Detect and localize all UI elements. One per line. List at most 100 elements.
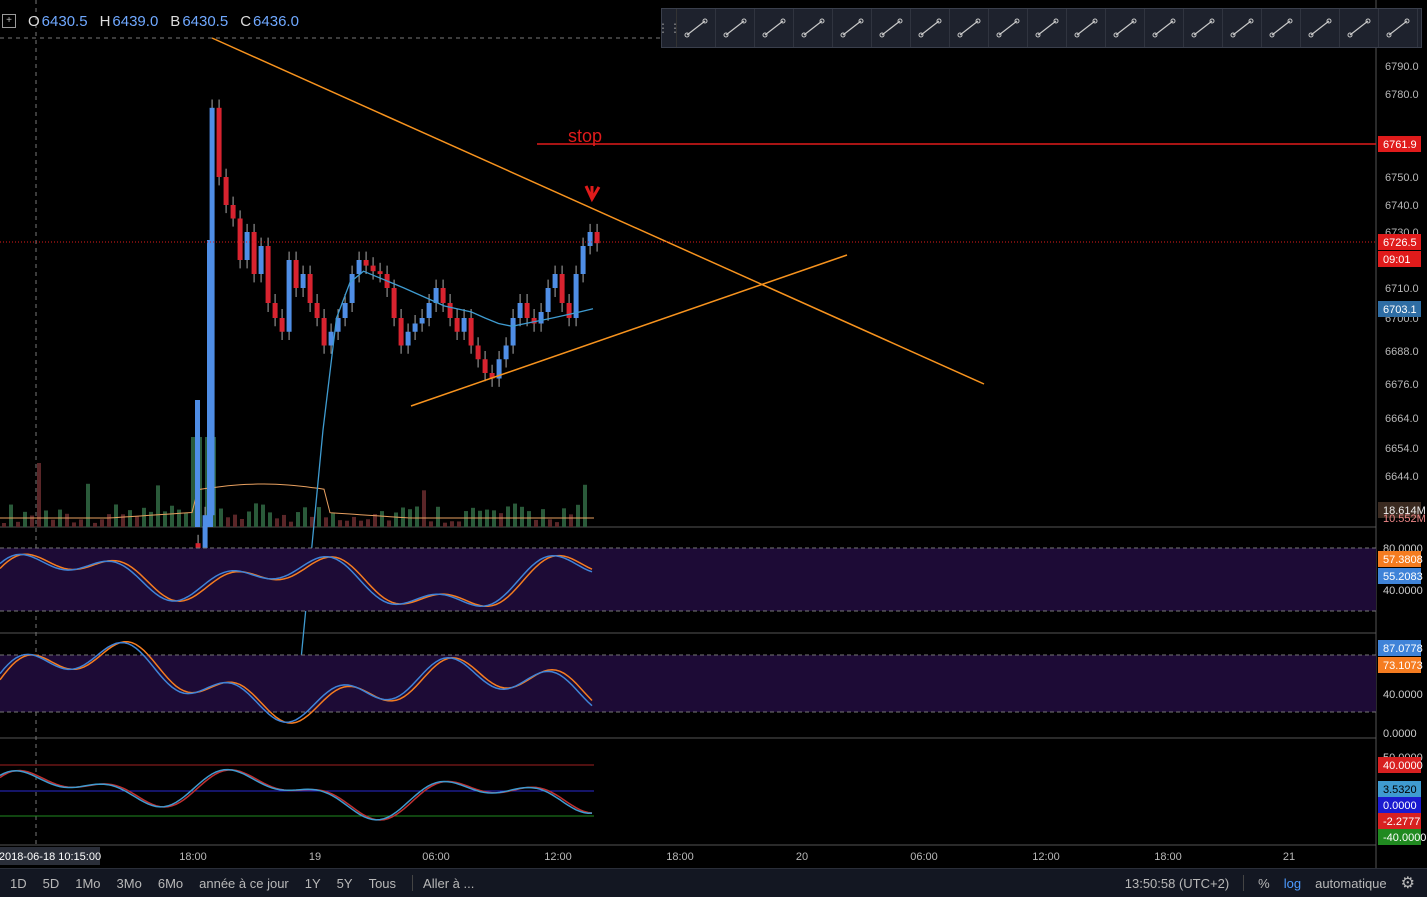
volume-bar xyxy=(373,514,377,527)
time-tick-label: 12:00 xyxy=(1032,851,1060,863)
volume-bar xyxy=(121,514,125,527)
log-toggle[interactable]: log xyxy=(1283,875,1302,891)
stop-price-tag-bg xyxy=(1378,136,1421,152)
volume-bar xyxy=(506,506,510,527)
volume-bar xyxy=(233,514,237,527)
candle-body xyxy=(517,303,523,318)
volume-bar xyxy=(338,520,342,527)
volume-bar xyxy=(247,511,251,527)
volume-bar xyxy=(352,516,356,527)
range-button-7[interactable]: 5Y xyxy=(336,875,353,891)
osc3-zero-tag-bg xyxy=(1378,797,1421,813)
elliott-wave-ac-icon[interactable] xyxy=(1184,9,1223,47)
ray-icon[interactable] xyxy=(794,9,833,47)
candle-body xyxy=(433,288,439,303)
volume-bar xyxy=(345,520,349,527)
elliott-wave-ae-icon[interactable] xyxy=(1223,9,1262,47)
osc2-band xyxy=(0,655,1376,712)
volume-tag-2: 10.552M xyxy=(1383,513,1426,525)
expand-icon[interactable]: + xyxy=(2,14,16,28)
candle-body xyxy=(454,318,460,332)
volume-bar xyxy=(184,512,188,527)
pitchfork-icon[interactable] xyxy=(1106,9,1145,47)
rectangle-icon[interactable] xyxy=(1028,9,1067,47)
volume-bar xyxy=(65,513,69,527)
osc3-upper-tag-bg xyxy=(1378,757,1421,773)
candle-body xyxy=(524,303,530,318)
fib-extension-icon[interactable] xyxy=(1301,9,1340,47)
arrow-icon[interactable] xyxy=(755,9,794,47)
candle-body xyxy=(489,373,495,379)
elliott-wave-15-icon[interactable] xyxy=(1145,9,1184,47)
volume-bar xyxy=(317,507,321,527)
extended-line-icon[interactable] xyxy=(833,9,872,47)
osc3-red-tag: -2.2777 xyxy=(1383,816,1420,828)
fib-retracement-icon[interactable] xyxy=(1262,9,1301,47)
stop-label: stop xyxy=(568,126,602,146)
osc1-tick: 40.0000 xyxy=(1383,585,1423,597)
trading-chart[interactable]: 6790.06780.06750.06740.06730.06710.06700… xyxy=(0,0,1427,868)
xabcd-pattern-icon[interactable] xyxy=(911,9,950,47)
drag-handle-icon[interactable]: ⋮⋮ xyxy=(657,9,681,47)
range-button-8[interactable]: Tous xyxy=(368,875,397,891)
volume-bar xyxy=(191,437,195,527)
range-button-6[interactable]: 1Y xyxy=(304,875,321,891)
candle-body xyxy=(468,318,474,346)
osc2-blue-tag: 87.0778 xyxy=(1383,643,1423,655)
range-button-3[interactable]: 3Mo xyxy=(116,875,142,891)
volume-bar xyxy=(282,514,286,527)
price-tick-label: 6664.0 xyxy=(1385,413,1419,425)
trend-line-icon[interactable] xyxy=(677,9,716,47)
volume-bar xyxy=(492,510,496,527)
volume-bar xyxy=(86,483,90,527)
osc2-orange-tag: 73.1073 xyxy=(1383,660,1423,672)
close-label: C xyxy=(240,12,252,30)
candle-body xyxy=(356,260,362,274)
horizontal-lines-icon[interactable] xyxy=(1067,9,1106,47)
goto-date-button[interactable]: Aller à ... xyxy=(423,875,475,891)
volume-bar xyxy=(464,511,468,527)
osc2-blue-line xyxy=(0,641,593,724)
close-value: 6436.0 xyxy=(253,12,299,30)
volume-bar xyxy=(219,508,223,527)
time-tick-label: 06:00 xyxy=(422,851,450,863)
time-tick-label: 18:00 xyxy=(1154,851,1182,863)
long-position-icon[interactable] xyxy=(1379,9,1418,47)
ma-price-tag: 6703.1 xyxy=(1383,304,1417,316)
candle-body xyxy=(566,303,572,318)
price-tick-label: 6780.0 xyxy=(1385,89,1419,101)
volume-bar xyxy=(177,509,181,527)
settings-gear-icon[interactable]: ⚙ xyxy=(1400,875,1415,892)
auto-toggle[interactable]: automatique xyxy=(1315,875,1387,891)
candle-body xyxy=(300,274,306,288)
percent-toggle[interactable]: % xyxy=(1258,875,1270,891)
ohlc-legend: + O 6430.5 H 6439.0 B 6430.5 C 6436.0 xyxy=(0,6,299,36)
volume-bar xyxy=(170,505,174,527)
volume-bar xyxy=(513,503,517,527)
range-button-5[interactable]: année à ce jour xyxy=(199,875,289,891)
osc2-orange-line xyxy=(0,641,593,724)
range-button-0[interactable]: 1D xyxy=(10,875,27,891)
volume-bar xyxy=(79,519,83,527)
range-button-4[interactable]: 6Mo xyxy=(157,875,184,891)
clock[interactable]: 13:50:58 (UTC+2) xyxy=(1124,875,1230,891)
triangle-pattern-icon[interactable] xyxy=(872,9,911,47)
candle-body xyxy=(440,288,446,303)
osc3-blue-tag-bg xyxy=(1378,781,1421,797)
range-button-1[interactable]: 5D xyxy=(42,875,60,891)
horizontal-line-icon[interactable] xyxy=(716,9,755,47)
volume-bar xyxy=(422,490,426,527)
volume-bar xyxy=(415,506,419,527)
abcd-pattern-icon[interactable] xyxy=(950,9,989,47)
time-tick-label: 19 xyxy=(309,851,321,863)
range-button-2[interactable]: 1Mo xyxy=(75,875,101,891)
candle-body xyxy=(265,246,271,303)
volume-bar xyxy=(107,514,111,527)
osc3-upper-tag: 40.0000 xyxy=(1383,760,1423,772)
ray-horizontal-icon[interactable] xyxy=(1340,9,1379,47)
parallel-channel-icon[interactable] xyxy=(989,9,1028,47)
candle-body xyxy=(587,232,593,246)
price-tick-label: 6710.0 xyxy=(1385,283,1419,295)
candle-body xyxy=(405,331,411,346)
price-tick-label: 6688.0 xyxy=(1385,346,1419,358)
